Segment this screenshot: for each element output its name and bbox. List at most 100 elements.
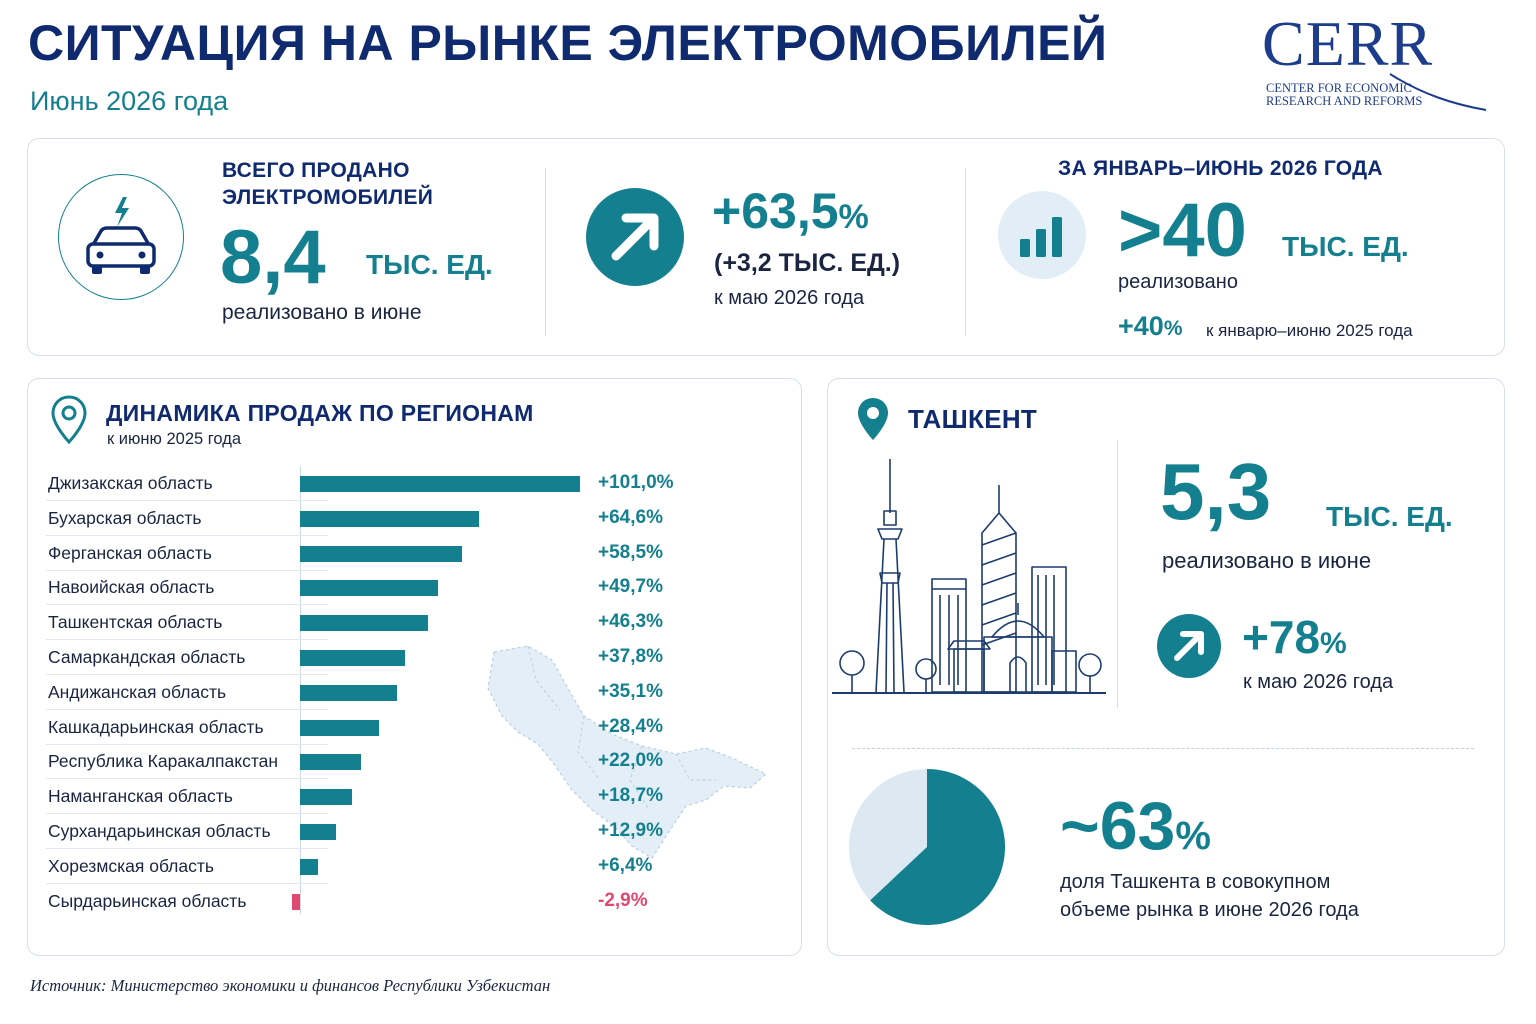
region-value-label: +35,1% (598, 680, 663, 702)
region-row-separator (46, 708, 328, 710)
region-label: Андижанская область (48, 681, 227, 702)
region-value-label: +101,0% (598, 472, 674, 493)
region-row-separator (46, 778, 328, 780)
region-label: Сырдарьинская область (48, 890, 247, 911)
kpi-growth-caption: к маю 2026 года (714, 287, 865, 309)
tashkent-growth-pct: % (1320, 627, 1347, 660)
page-title: СИТУАЦИЯ НА РЫНКЕ ЭЛЕКТРОМОБИЛЕЙ (28, 15, 1108, 71)
bar-chart-icon (998, 191, 1086, 279)
region-bar (300, 510, 480, 527)
region-row-separator (46, 604, 328, 606)
kpi-divider (545, 168, 546, 336)
map-pin-icon (856, 396, 890, 447)
tashkent-share-caption: доля Ташкента в совокупном объеме рынка … (1060, 868, 1359, 924)
kpi-ytd-unit: ТЫС. ЕД. (1282, 231, 1409, 262)
kpi-panel (27, 138, 1505, 356)
logo-subtitle-2: RESEARCH AND REFORMS (1266, 94, 1423, 108)
tashkent-share-wrap: ~63% (1060, 792, 1211, 860)
tashkent-share-caption-line2: объеме рынка в июне 2026 года (1060, 899, 1359, 921)
logo-swoosh (1389, 73, 1487, 111)
region-value-label: +46,3% (598, 611, 663, 633)
region-label: Сурхандарьинская область (48, 821, 271, 841)
kpi-total-unit: ТЫС. ЕД. (366, 249, 493, 280)
logo-subtitle-1: CENTER FOR ECONOMIC (1266, 81, 1412, 95)
kpi-divider (965, 168, 966, 336)
kpi-growth-abs: (+3,2 ТЫС. ЕД.) (714, 249, 901, 277)
kpi-total-value: 8,4 (220, 215, 326, 300)
region-label: Бухарская область (48, 507, 202, 528)
electric-car-icon (58, 174, 184, 300)
kpi-total-caption: реализовано в июне (222, 301, 422, 324)
region-value-label: +12,9% (598, 820, 663, 841)
region-row-separator (46, 639, 328, 641)
kpi-total-heading-line2: ЭЛЕКТРОМОБИЛЕЙ (222, 186, 434, 209)
tashkent-growth: +78 (1242, 611, 1321, 663)
region-label: Джизакская область (48, 473, 213, 493)
kpi-total-heading-line1: ВСЕГО ПРОДАНО (222, 159, 410, 182)
tashkent-growth-caption: к маю 2026 года (1243, 671, 1394, 693)
kpi-growth-value-wrap: +63,5% (712, 186, 869, 236)
cerr-logo: CERR CENTER FOR ECONOMIC RESEARCH AND RE… (1262, 12, 1492, 112)
region-bar (300, 789, 352, 806)
region-label: Ташкентская область (48, 612, 223, 633)
region-value-label: +64,6% (598, 506, 663, 528)
region-label: Ферганская область (48, 542, 212, 563)
region-value-label: +18,7% (598, 785, 663, 807)
tashkent-share-caption-line1: доля Ташкента в совокупном (1060, 871, 1331, 893)
region-label: Навоийская область (48, 577, 215, 598)
region-row-separator (46, 743, 328, 745)
region-value-label: +22,0% (598, 750, 663, 772)
tashkent-dashed-divider (852, 748, 1474, 749)
region-bar (300, 754, 361, 771)
region-label: Самаркандская область (48, 647, 246, 667)
region-label: Республика Каракалпакстан (48, 751, 279, 772)
region-row-separator (46, 500, 328, 501)
kpi-total-heading: ВСЕГО ПРОДАНО ЭЛЕКТРОМОБИЛЕЙ (222, 157, 433, 211)
source-note: Источник: Министерство экономики и финан… (30, 976, 551, 995)
region-label: Кашкадарьинская область (48, 716, 264, 737)
region-value-label: +28,4% (598, 715, 663, 737)
page-subtitle: Июнь 2026 года (30, 86, 229, 116)
arrow-up-right-icon (1157, 614, 1221, 678)
region-label: Наманганская область (48, 786, 233, 807)
region-row-separator (46, 848, 328, 849)
map-pin-icon (50, 394, 88, 451)
kpi-ytd-caption: реализовано (1118, 271, 1238, 293)
region-bar (300, 824, 336, 840)
tashkent-share-pct: % (1175, 814, 1211, 858)
tashkent-growth-wrap: +78% (1242, 614, 1347, 660)
pie-tashkent-slice (870, 769, 1005, 925)
region-bar (300, 684, 398, 701)
region-value-label: +58,5% (598, 541, 663, 563)
kpi-growth-pct: % (838, 198, 869, 236)
tashkent-heading: ТАШКЕНТ (908, 404, 1038, 434)
region-row-separator (46, 569, 328, 571)
tashkent-share-pie (849, 769, 1005, 925)
tashkent-unit: ТЫС. ЕД. (1326, 501, 1453, 532)
region-bar (291, 893, 300, 910)
kpi-ytd-growth-caption: к январю–июню 2025 года (1206, 321, 1413, 340)
kpi-ytd-growth-wrap: +40% (1118, 313, 1183, 340)
regions-subheading: к июню 2025 года (107, 430, 242, 448)
kpi-growth-value: +63,5 (712, 183, 839, 239)
tashkent-share-value: ~63 (1060, 788, 1176, 864)
regions-heading: ДИНАМИКА ПРОДАЖ ПО РЕГИОНАМ (106, 400, 534, 426)
region-value-label: -2,9% (598, 889, 648, 911)
kpi-ytd-heading: ЗА ЯНВАРЬ–ИЮНЬ 2026 ГОДА (1058, 157, 1383, 180)
regions-panel (27, 378, 802, 956)
region-value-label: +6,4% (598, 854, 653, 876)
region-bar (300, 719, 379, 736)
logo-word: CERR (1262, 8, 1434, 79)
region-bar (300, 650, 405, 666)
tashkent-value: 5,3 (1160, 447, 1272, 536)
kpi-ytd-growth: +40 (1118, 311, 1164, 341)
kpi-ytd-value: >40 (1118, 188, 1247, 273)
uzbekistan-map (487, 645, 768, 859)
region-bar (300, 545, 463, 562)
tashkent-caption: реализовано в июне (1162, 548, 1372, 573)
region-label: Хорезмская область (48, 855, 215, 876)
region-row-separator (46, 813, 328, 815)
region-bar (300, 615, 429, 632)
arrow-up-right-icon (586, 188, 684, 286)
region-row-separator (46, 882, 328, 884)
